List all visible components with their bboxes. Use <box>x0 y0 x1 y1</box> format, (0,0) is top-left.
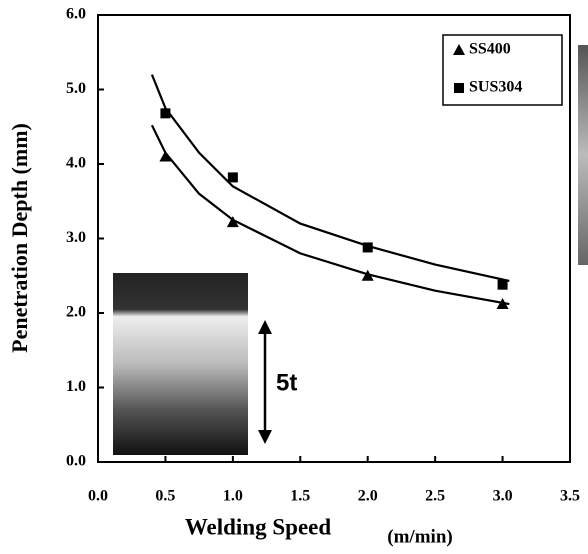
data-point <box>362 242 373 253</box>
y-tick-label: 5.0 <box>66 80 86 97</box>
data-point <box>497 279 508 290</box>
y-tick-label: 2.0 <box>66 304 86 321</box>
legend-label: SS400 <box>469 41 511 58</box>
data-point <box>226 216 239 228</box>
y-tick-label: 6.0 <box>66 6 86 23</box>
inset-photo <box>113 273 248 455</box>
legend-label: SUS304 <box>469 79 522 96</box>
side-image <box>578 45 588 265</box>
inset-label: 5t <box>276 369 297 396</box>
inset-arrow <box>258 320 272 444</box>
legend-box <box>442 34 563 106</box>
y-tick-label: 4.0 <box>66 155 86 172</box>
fit-curve <box>150 124 510 306</box>
y-tick-label: 3.0 <box>66 229 86 246</box>
data-point <box>227 172 238 183</box>
x-tick-label: 1.5 <box>290 488 310 505</box>
x-tick-label: 0.5 <box>155 488 175 505</box>
x-tick-label: 3.5 <box>560 488 580 505</box>
x-tick-label: 1.0 <box>223 488 243 505</box>
x-tick-label: 2.0 <box>358 488 378 505</box>
fit-curve <box>150 74 510 283</box>
x-tick-label: 3.0 <box>493 488 513 505</box>
y-tick-label: 0.0 <box>66 453 86 470</box>
data-point <box>496 298 509 310</box>
x-tick-label: 0.0 <box>88 488 108 505</box>
data-point <box>160 108 171 119</box>
y-axis-title: Penetration Depth (mm) <box>7 123 32 353</box>
x-tick-label: 2.5 <box>425 488 445 505</box>
legend-marker <box>454 83 464 93</box>
legend-marker <box>453 44 465 55</box>
data-point <box>361 269 374 281</box>
y-tick-label: 1.0 <box>66 378 86 395</box>
data-point <box>159 150 172 162</box>
x-axis-title: Welding Speed <box>185 514 332 539</box>
x-axis-unit: (m/min) <box>387 526 452 547</box>
